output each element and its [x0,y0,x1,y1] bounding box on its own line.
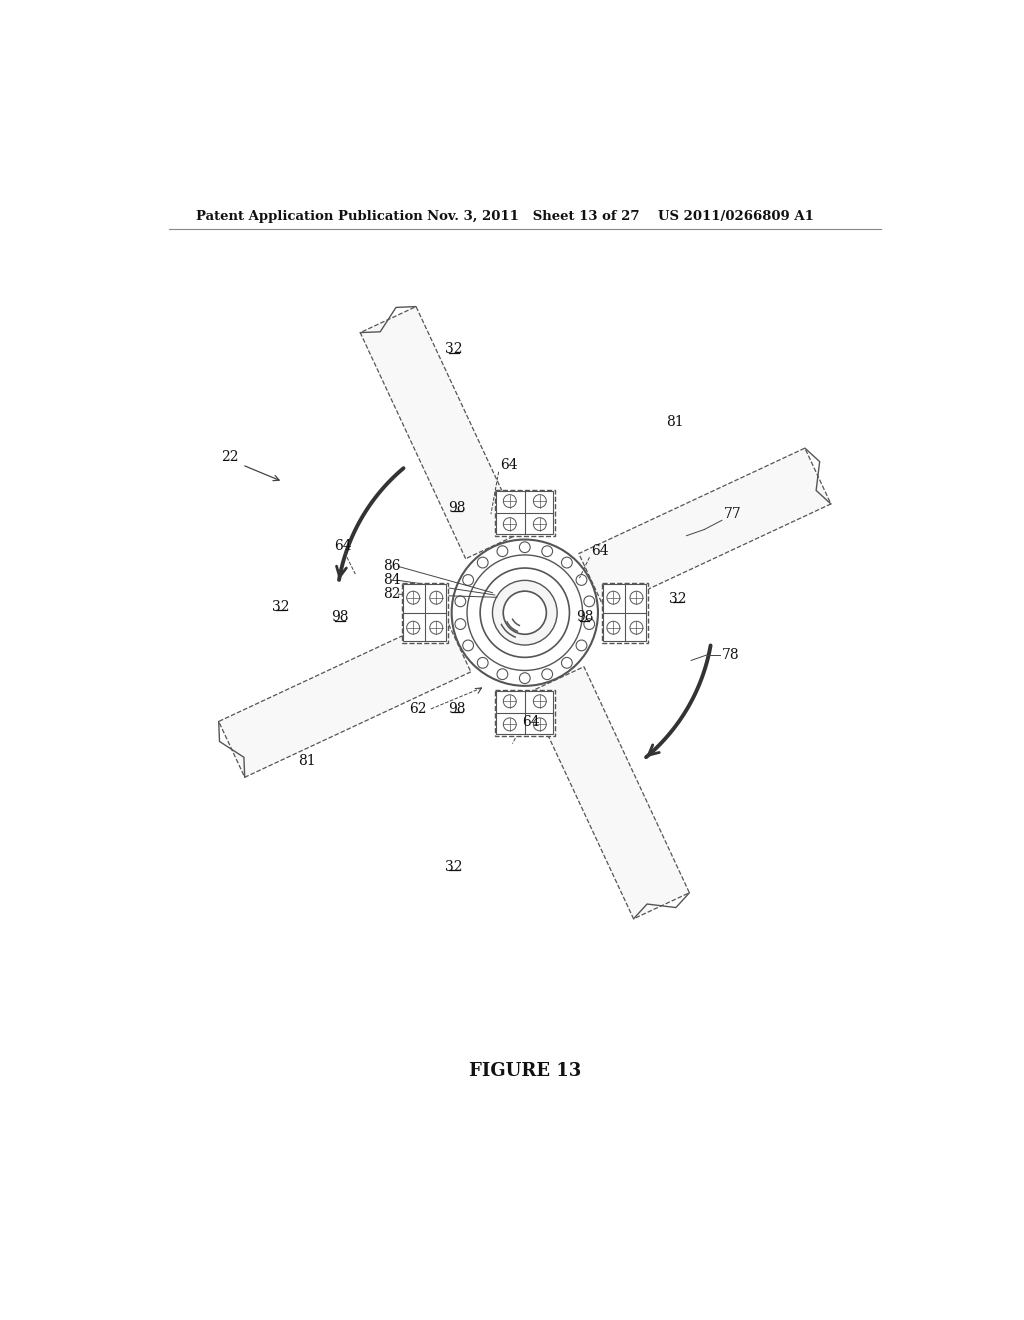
Circle shape [534,718,546,731]
Text: 32: 32 [272,599,290,614]
Circle shape [463,574,473,585]
Circle shape [497,669,508,680]
Circle shape [430,622,442,634]
Circle shape [455,595,466,607]
Circle shape [477,557,488,568]
Circle shape [561,657,572,668]
Text: Patent Application Publication: Patent Application Publication [196,210,423,223]
Circle shape [463,640,473,651]
Circle shape [504,694,516,708]
Text: 64: 64 [591,544,608,558]
Text: FIGURE 13: FIGURE 13 [469,1061,581,1080]
Circle shape [503,591,547,635]
Text: 86: 86 [383,560,400,573]
Text: 32: 32 [669,591,686,606]
Circle shape [630,622,643,634]
Circle shape [534,517,546,531]
Circle shape [407,622,420,634]
Text: 78: 78 [722,648,739,663]
Circle shape [519,541,530,553]
Circle shape [452,540,598,686]
Circle shape [519,673,530,684]
Circle shape [534,495,546,507]
Text: 81: 81 [298,754,316,767]
Circle shape [467,554,583,671]
Text: 62: 62 [410,702,427,715]
Polygon shape [528,667,689,919]
Polygon shape [497,692,553,734]
Polygon shape [603,585,646,642]
Circle shape [561,557,572,568]
Circle shape [455,619,466,630]
Polygon shape [403,585,446,642]
Circle shape [504,517,516,531]
Polygon shape [401,582,447,643]
Circle shape [630,591,643,605]
Circle shape [577,574,587,585]
Text: 81: 81 [667,414,684,429]
Text: 98: 98 [331,610,349,624]
Text: 32: 32 [445,859,463,874]
Circle shape [577,640,587,651]
Text: 84: 84 [383,573,400,587]
Text: 98: 98 [577,610,594,624]
Circle shape [542,669,553,680]
Text: 98: 98 [449,702,466,715]
Text: 98: 98 [449,502,466,515]
Text: Nov. 3, 2011   Sheet 13 of 27: Nov. 3, 2011 Sheet 13 of 27 [427,210,640,223]
Polygon shape [495,490,555,536]
Text: 64: 64 [521,715,540,729]
Text: 22: 22 [221,450,239,465]
Polygon shape [579,447,830,610]
Circle shape [504,495,516,507]
Circle shape [430,591,442,605]
Polygon shape [219,616,471,777]
Circle shape [584,619,595,630]
Circle shape [407,591,420,605]
Circle shape [477,657,488,668]
Circle shape [607,622,620,634]
Text: 82: 82 [383,587,400,601]
Circle shape [607,591,620,605]
Polygon shape [497,491,553,535]
Polygon shape [360,306,521,558]
Circle shape [534,694,546,708]
Circle shape [584,595,595,607]
Circle shape [504,718,516,731]
Text: US 2011/0266809 A1: US 2011/0266809 A1 [658,210,814,223]
Circle shape [480,568,569,657]
Text: 64: 64 [500,458,518,471]
Circle shape [542,545,553,557]
Text: 64: 64 [335,539,352,553]
Polygon shape [495,689,555,737]
Text: 32: 32 [445,342,463,356]
Text: 77: 77 [724,507,741,521]
Circle shape [493,581,557,645]
Circle shape [497,545,508,557]
Polygon shape [602,582,648,643]
